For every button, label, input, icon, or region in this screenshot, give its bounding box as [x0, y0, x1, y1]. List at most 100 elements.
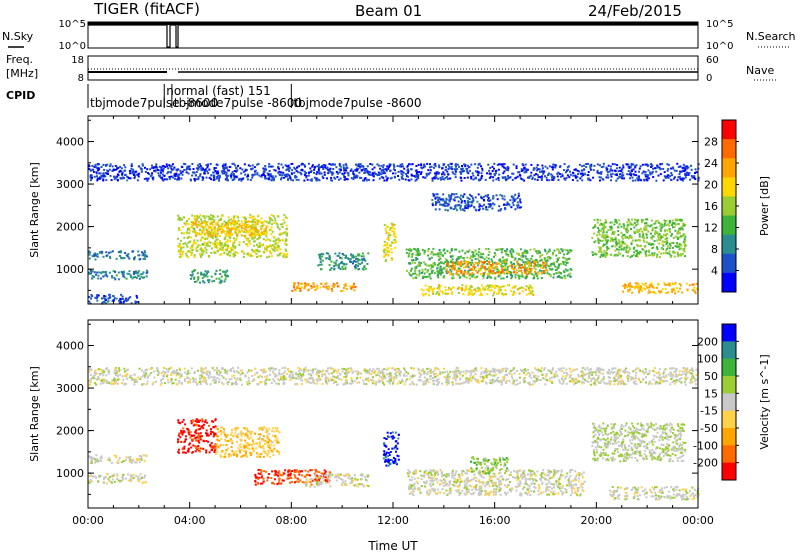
data-cell: [188, 173, 190, 175]
data-cell: [244, 174, 246, 176]
data-cell: [191, 245, 193, 247]
data-cell: [459, 251, 461, 253]
data-cell: [658, 175, 660, 177]
data-cell: [645, 174, 647, 176]
data-cell: [505, 252, 507, 254]
data-cell: [503, 293, 505, 295]
data-cell: [696, 288, 698, 290]
data-cell: [355, 175, 357, 177]
data-cell: [463, 258, 465, 260]
data-cell: [239, 241, 241, 243]
data-cell: [347, 172, 349, 174]
data-cell: [127, 255, 129, 257]
data-cell: [477, 262, 479, 264]
colorbar-swatch: [722, 139, 736, 159]
data-cell: [171, 165, 173, 167]
data-cell: [532, 294, 534, 296]
data-cell: [279, 248, 281, 250]
data-cell: [201, 167, 203, 169]
data-cell: [658, 251, 660, 253]
data-cell: [212, 235, 214, 237]
data-cell: [587, 174, 589, 176]
data-cell: [414, 267, 416, 269]
data-cell: [241, 169, 243, 171]
data-cell: [436, 267, 438, 269]
data-cell: [636, 239, 638, 241]
data-cell: [242, 251, 244, 253]
data-cell: [513, 164, 515, 166]
data-cell: [640, 285, 642, 287]
data-cell: [407, 168, 409, 170]
data-cell: [207, 221, 209, 223]
y-tick-label: 1000: [56, 263, 84, 276]
data-cell: [89, 258, 91, 260]
data-cell: [679, 232, 681, 234]
data-cell: [323, 286, 325, 288]
data-cell: [644, 251, 646, 253]
data-cell: [274, 217, 276, 219]
data-cell: [466, 197, 468, 199]
data-cell: [192, 273, 194, 275]
data-cell: [473, 293, 475, 295]
data-cell: [603, 163, 605, 165]
data-cell: [557, 175, 559, 177]
data-cell: [654, 240, 656, 242]
data-cell: [420, 262, 422, 264]
data-cell: [264, 232, 266, 234]
data-cell: [182, 253, 184, 255]
data-cell: [600, 240, 602, 242]
data-cell: [102, 276, 104, 278]
freq-left-label-bottom: [MHz]: [6, 67, 38, 80]
data-cell: [277, 242, 279, 244]
data-cell: [418, 264, 420, 266]
data-cell: [643, 171, 645, 173]
data-cell: [214, 167, 216, 169]
data-cell: [277, 226, 279, 228]
data-cell: [460, 177, 462, 179]
data-cell: [684, 240, 686, 242]
data-cell: [234, 164, 236, 166]
data-cell: [598, 229, 600, 231]
data-cell: [623, 223, 625, 225]
data-cell: [341, 257, 343, 259]
data-cell: [100, 173, 102, 175]
data-cell: [149, 168, 151, 170]
data-cell: [485, 270, 487, 272]
data-cell: [395, 241, 397, 243]
data-cell: [388, 251, 390, 253]
data-cell: [530, 249, 532, 251]
data-cell: [201, 222, 203, 224]
data-cell: [476, 201, 478, 203]
freq-right-label: Nave: [746, 64, 774, 77]
data-cell: [135, 475, 137, 477]
data-cell: [517, 207, 519, 209]
data-cell: [683, 233, 685, 235]
data-cell: [406, 249, 408, 251]
data-cell: [616, 164, 618, 166]
data-cell: [246, 243, 248, 245]
data-cell: [197, 272, 199, 274]
data-cell: [446, 171, 448, 173]
data-cell: [459, 265, 461, 267]
data-cell: [293, 286, 295, 288]
data-cell: [647, 164, 649, 166]
data-cell: [438, 164, 440, 166]
data-cell: [194, 256, 196, 258]
data-cell: [428, 248, 430, 250]
data-cell: [652, 255, 654, 257]
data-cell: [604, 244, 606, 246]
data-cell: [249, 243, 251, 245]
data-cell: [684, 238, 686, 240]
data-cell: [222, 167, 224, 169]
data-cell: [126, 179, 128, 181]
data-cell: [314, 177, 316, 179]
data-cell: [693, 177, 695, 179]
data-cell: [196, 233, 198, 235]
data-cell: [633, 168, 635, 170]
data-cell: [533, 265, 535, 267]
data-cell: [197, 240, 199, 242]
data-cell: [531, 255, 533, 257]
data-cell: [606, 241, 608, 243]
data-cell: [264, 220, 266, 222]
data-cell: [456, 270, 458, 272]
